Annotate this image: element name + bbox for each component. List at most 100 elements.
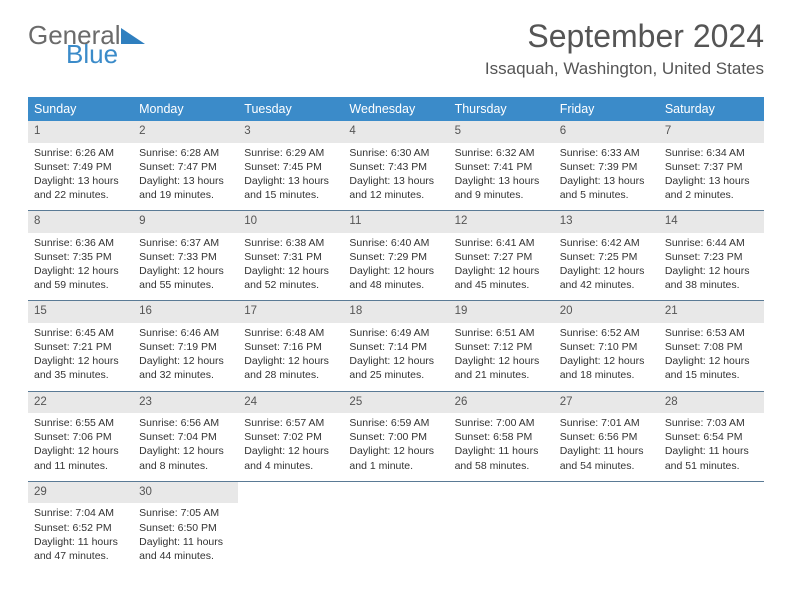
sunrise-text: Sunrise: 6:29 AM bbox=[244, 146, 337, 160]
daylight-line1: Daylight: 12 hours bbox=[349, 264, 442, 278]
day-cell-5: 5Sunrise: 6:32 AMSunset: 7:41 PMDaylight… bbox=[449, 121, 554, 210]
weekday-tuesday: Tuesday bbox=[238, 97, 343, 121]
daylight-line2: and 32 minutes. bbox=[139, 368, 232, 382]
day-number: 8 bbox=[28, 211, 133, 233]
daylight-line2: and 44 minutes. bbox=[139, 549, 232, 563]
calendar-grid: SundayMondayTuesdayWednesdayThursdayFrid… bbox=[28, 97, 764, 571]
sunrise-text: Sunrise: 7:03 AM bbox=[665, 416, 758, 430]
sunset-text: Sunset: 7:49 PM bbox=[34, 160, 127, 174]
day-number: 11 bbox=[343, 211, 448, 233]
day-cell-6: 6Sunrise: 6:33 AMSunset: 7:39 PMDaylight… bbox=[554, 121, 659, 210]
sunrise-text: Sunrise: 6:48 AM bbox=[244, 326, 337, 340]
daylight-line2: and 12 minutes. bbox=[349, 188, 442, 202]
daylight-line2: and 48 minutes. bbox=[349, 278, 442, 292]
sunrise-text: Sunrise: 6:28 AM bbox=[139, 146, 232, 160]
empty-cell bbox=[449, 482, 554, 571]
daylight-line2: and 59 minutes. bbox=[34, 278, 127, 292]
daylight-line1: Daylight: 12 hours bbox=[455, 354, 548, 368]
sunset-text: Sunset: 7:47 PM bbox=[139, 160, 232, 174]
sunset-text: Sunset: 6:58 PM bbox=[455, 430, 548, 444]
week-row: 8Sunrise: 6:36 AMSunset: 7:35 PMDaylight… bbox=[28, 211, 764, 301]
daylight-line1: Daylight: 12 hours bbox=[139, 444, 232, 458]
sunset-text: Sunset: 7:29 PM bbox=[349, 250, 442, 264]
daylight-line1: Daylight: 12 hours bbox=[560, 264, 653, 278]
day-number: 30 bbox=[133, 482, 238, 504]
sunrise-text: Sunrise: 6:41 AM bbox=[455, 236, 548, 250]
day-number: 15 bbox=[28, 301, 133, 323]
day-number: 20 bbox=[554, 301, 659, 323]
day-cell-20: 20Sunrise: 6:52 AMSunset: 7:10 PMDayligh… bbox=[554, 301, 659, 390]
day-cell-28: 28Sunrise: 7:03 AMSunset: 6:54 PMDayligh… bbox=[659, 392, 764, 481]
day-number: 5 bbox=[449, 121, 554, 143]
empty-cell bbox=[554, 482, 659, 571]
sunrise-text: Sunrise: 7:04 AM bbox=[34, 506, 127, 520]
daylight-line1: Daylight: 11 hours bbox=[560, 444, 653, 458]
sunset-text: Sunset: 6:52 PM bbox=[34, 521, 127, 535]
day-cell-10: 10Sunrise: 6:38 AMSunset: 7:31 PMDayligh… bbox=[238, 211, 343, 300]
weekday-sunday: Sunday bbox=[28, 97, 133, 121]
daylight-line1: Daylight: 12 hours bbox=[34, 444, 127, 458]
daylight-line2: and 45 minutes. bbox=[455, 278, 548, 292]
day-number: 9 bbox=[133, 211, 238, 233]
sunrise-text: Sunrise: 6:30 AM bbox=[349, 146, 442, 160]
sunrise-text: Sunrise: 6:56 AM bbox=[139, 416, 232, 430]
day-cell-2: 2Sunrise: 6:28 AMSunset: 7:47 PMDaylight… bbox=[133, 121, 238, 210]
week-row: 29 Sunrise: 7:04 AMSunset: 6:52 PM Dayligh… bbox=[28, 482, 764, 571]
day-number: 4 bbox=[343, 121, 448, 143]
day-cell-27: 27Sunrise: 7:01 AMSunset: 6:56 PMDayligh… bbox=[554, 392, 659, 481]
week-row: 1Sunrise: 6:26 AMSunset: 7:49 PMDaylight… bbox=[28, 121, 764, 211]
daylight-line1: Daylight: 13 hours bbox=[560, 174, 653, 188]
daylight-line1: Daylight: 12 hours bbox=[244, 354, 337, 368]
daylight-line1: Daylight: 11 hours bbox=[455, 444, 548, 458]
weekday-friday: Friday bbox=[554, 97, 659, 121]
week-row: 15Sunrise: 6:45 AMSunset: 7:21 PMDayligh… bbox=[28, 301, 764, 391]
sunrise-text: Sunrise: 6:46 AM bbox=[139, 326, 232, 340]
daylight-line1: Daylight: 12 hours bbox=[244, 264, 337, 278]
daylight-line2: and 52 minutes. bbox=[244, 278, 337, 292]
daylight-line2: and 35 minutes. bbox=[34, 368, 127, 382]
day-number: 25 bbox=[343, 392, 448, 414]
day-cell-22: 22Sunrise: 6:55 AMSunset: 7:06 PMDayligh… bbox=[28, 392, 133, 481]
daylight-line1: Daylight: 12 hours bbox=[34, 264, 127, 278]
weeks-container: 1Sunrise: 6:26 AMSunset: 7:49 PMDaylight… bbox=[28, 121, 764, 571]
day-cell-7: 7Sunrise: 6:34 AMSunset: 7:37 PMDaylight… bbox=[659, 121, 764, 210]
day-cell-8: 8Sunrise: 6:36 AMSunset: 7:35 PMDaylight… bbox=[28, 211, 133, 300]
daylight-line1: Daylight: 12 hours bbox=[139, 264, 232, 278]
sunset-text: Sunset: 6:50 PM bbox=[139, 521, 232, 535]
sunset-text: Sunset: 7:14 PM bbox=[349, 340, 442, 354]
sunset-text: Sunset: 7:04 PM bbox=[139, 430, 232, 444]
day-number: 29 bbox=[28, 482, 133, 504]
day-cell-11: 11Sunrise: 6:40 AMSunset: 7:29 PMDayligh… bbox=[343, 211, 448, 300]
daylight-line2: and 42 minutes. bbox=[560, 278, 653, 292]
weekday-wednesday: Wednesday bbox=[343, 97, 448, 121]
sunset-text: Sunset: 6:56 PM bbox=[560, 430, 653, 444]
sunset-text: Sunset: 7:33 PM bbox=[139, 250, 232, 264]
page-title: September 2024 bbox=[485, 18, 764, 55]
sunrise-text: Sunrise: 6:36 AM bbox=[34, 236, 127, 250]
week-row: 22Sunrise: 6:55 AMSunset: 7:06 PMDayligh… bbox=[28, 392, 764, 482]
day-cell-4: 4Sunrise: 6:30 AMSunset: 7:43 PMDaylight… bbox=[343, 121, 448, 210]
daylight-line1: Daylight: 11 hours bbox=[139, 535, 232, 549]
daylight-line2: and 5 minutes. bbox=[560, 188, 653, 202]
sunset-text: Sunset: 7:02 PM bbox=[244, 430, 337, 444]
sunset-text: Sunset: 7:23 PM bbox=[665, 250, 758, 264]
daylight-line1: Daylight: 12 hours bbox=[455, 264, 548, 278]
sunrise-text: Sunrise: 6:57 AM bbox=[244, 416, 337, 430]
day-number: 17 bbox=[238, 301, 343, 323]
sunset-text: Sunset: 7:16 PM bbox=[244, 340, 337, 354]
page-subtitle: Issaquah, Washington, United States bbox=[485, 59, 764, 79]
day-number: 10 bbox=[238, 211, 343, 233]
logo-word2: Blue bbox=[66, 43, 121, 66]
sunset-text: Sunset: 7:43 PM bbox=[349, 160, 442, 174]
day-number: 14 bbox=[659, 211, 764, 233]
daylight-line1: Daylight: 12 hours bbox=[34, 354, 127, 368]
sunrise-text: Sunrise: 6:26 AM bbox=[34, 146, 127, 160]
day-number: 22 bbox=[28, 392, 133, 414]
day-number: 21 bbox=[659, 301, 764, 323]
daylight-line1: Daylight: 12 hours bbox=[244, 444, 337, 458]
day-cell-16: 16Sunrise: 6:46 AMSunset: 7:19 PMDayligh… bbox=[133, 301, 238, 390]
day-number: 12 bbox=[449, 211, 554, 233]
daylight-line1: Daylight: 13 hours bbox=[665, 174, 758, 188]
daylight-line2: and 15 minutes. bbox=[244, 188, 337, 202]
daylight-line2: and 22 minutes. bbox=[34, 188, 127, 202]
